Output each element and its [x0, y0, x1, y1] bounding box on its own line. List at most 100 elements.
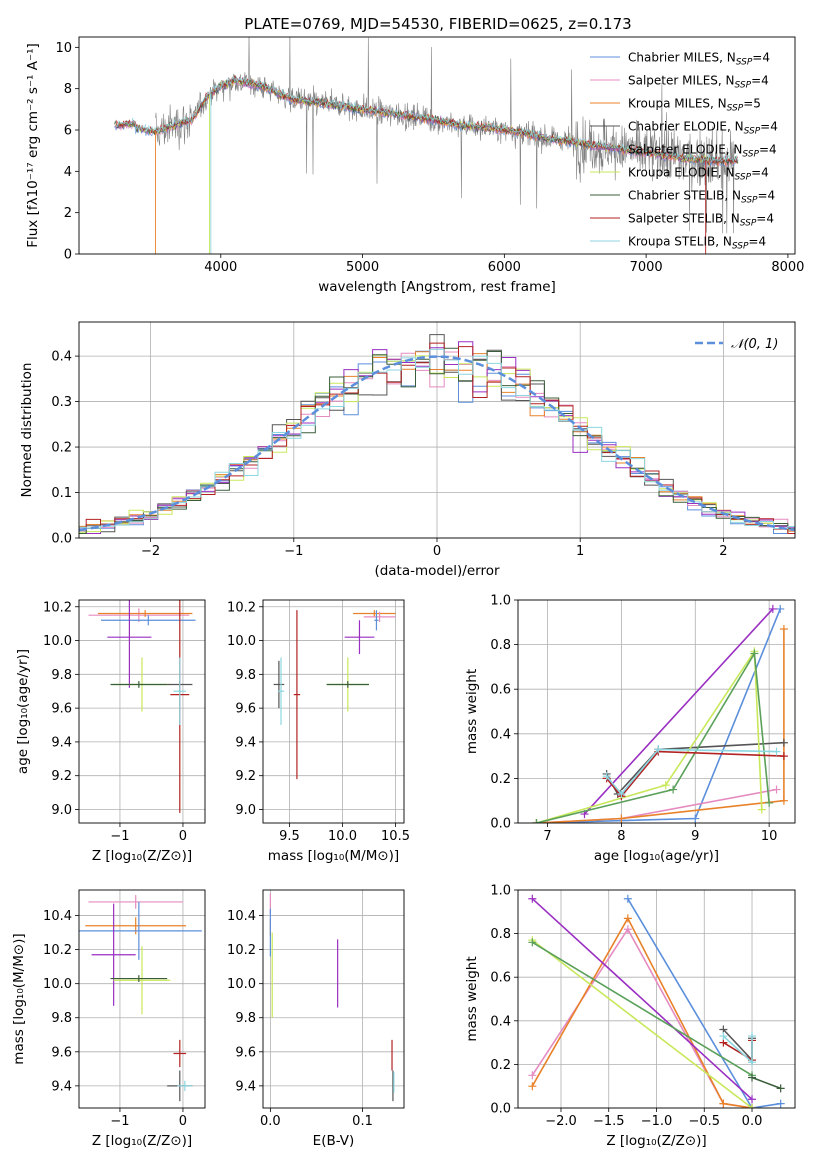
legend-sub: SSP — [736, 58, 753, 68]
x-tick-label: −1 — [110, 829, 129, 844]
legend-label: Salpeter MILES, N — [628, 74, 735, 88]
age-vs-metallicity-panel: −1 0 9.0 9.2 9.4 9.6 9.8 10.0 10.2 Z [log₁₀(Z/Z⊙)… — [15, 599, 206, 864]
y-tick-label: 9.4 — [235, 1079, 256, 1094]
legend-entry: Chabrier MILES, NSSP=4 — [628, 51, 770, 68]
data-point-marker — [654, 745, 663, 754]
data-point-marker — [757, 805, 766, 814]
y-tick-label: 10.0 — [43, 977, 72, 992]
data-point-marker — [776, 1099, 785, 1108]
data-point-marker — [617, 790, 626, 799]
plot-area — [528, 894, 785, 1108]
data-point-marker — [765, 798, 774, 807]
histogram-step-line — [79, 348, 795, 530]
x-tick-label: 5000 — [346, 260, 379, 275]
y-tick-label: 1.0 — [490, 594, 511, 609]
legend-entry: Kroupa ELODIE, NSSP=4 — [628, 166, 769, 183]
data-point-marker — [602, 772, 611, 781]
data-point-marker — [748, 1032, 757, 1041]
axes-frame — [78, 889, 206, 1109]
y-tick-label: 10.4 — [43, 909, 72, 924]
series-line — [536, 651, 770, 823]
legend-label: Kroupa ELODIE, N — [628, 166, 735, 180]
data-point-marker — [748, 1104, 757, 1108]
x-tick-label: −2 — [141, 544, 160, 559]
y-tick-label: 10.2 — [227, 600, 256, 615]
legend-label: Chabrier STELIB, N — [628, 189, 741, 203]
data-point-marker — [748, 1058, 757, 1067]
x-tick-label: −2.0 — [545, 1114, 577, 1129]
x-tick-label: 4000 — [204, 260, 237, 275]
legend-suffix: =4 — [759, 143, 777, 157]
x-tick-label: −0.5 — [688, 1114, 720, 1129]
mass-vs-ebv-panel: 0.0 0.1 9.4 9.6 9.8 10.0 10.2 10.4 E(B-V) — [227, 889, 405, 1149]
data-point-marker — [528, 938, 537, 947]
series-line — [605, 750, 784, 798]
x-tick-label: 8000 — [771, 260, 804, 275]
x-axis-label: (data-model)/error — [374, 563, 500, 579]
legend-sub: SSP — [744, 127, 761, 137]
y-tick-label: 0.0 — [490, 817, 511, 832]
y-tick-label: 0.8 — [490, 638, 511, 653]
legend-sub: SSP — [735, 81, 752, 91]
legend-suffix: =4 — [752, 51, 770, 65]
legend-suffix: =4 — [751, 166, 769, 180]
x-tick-label: −1.0 — [641, 1114, 673, 1129]
data-point-marker — [779, 624, 788, 633]
x-tick-label: 8 — [617, 829, 625, 844]
plot-area — [88, 600, 196, 813]
y-tick-label: 0.3 — [51, 395, 72, 410]
data-point-marker — [623, 914, 632, 923]
series-line — [531, 898, 753, 1100]
normal-curve-line — [79, 355, 795, 532]
x-axis-label: age [log₁₀(age/yr)] — [594, 848, 719, 864]
series-line — [531, 939, 753, 1108]
mass-vs-metallicity-panel: −1 0 9.4 9.6 9.8 10.0 10.2 10.4 Z [log₁₀(Z/Z⊙)] m… — [11, 889, 206, 1149]
plot-area — [273, 610, 396, 780]
legend-label: Kroupa MILES, N — [628, 97, 727, 111]
series-line — [722, 1035, 753, 1065]
x-tick-label: 7000 — [630, 260, 663, 275]
x-axis-label: mass [log₁₀(M/M⊙)] — [268, 848, 399, 864]
massweight-vs-metallicity-panel: −2.0 −1.5 −1.0 −0.5 0.0 0.0 0.2 0.4 0.6 0.8 1.0 Z [… — [464, 884, 796, 1149]
figure-title: PLATE=0769, MJD=54530, FIBERID=0625, z=0… — [244, 15, 631, 33]
model-spectrum-line — [116, 75, 739, 163]
x-tick-label: 0 — [179, 829, 187, 844]
y-tick-label: 2 — [64, 206, 72, 221]
y-tick-label: 9.4 — [51, 735, 72, 750]
x-axis-label: wavelength [Angstrom, rest frame] — [318, 279, 556, 295]
y-tick-label: 9.8 — [235, 668, 256, 683]
data-point-marker — [669, 785, 678, 794]
data-point-marker — [772, 785, 781, 794]
y-tick-label: 9.0 — [51, 803, 72, 818]
y-tick-label: 10.0 — [227, 634, 256, 649]
legend-entry: Chabrier ELODIE, NSSP=4 — [628, 120, 778, 137]
data-point-marker — [750, 649, 759, 658]
y-tick-label: 9.8 — [51, 668, 72, 683]
y-tick-label: 9.2 — [51, 769, 72, 784]
plot-area — [79, 895, 202, 1102]
y-tick-label: 10.2 — [43, 600, 72, 615]
legend-suffix: =4 — [751, 74, 769, 88]
x-tick-label: 10.5 — [381, 829, 410, 844]
y-tick-label: 0.0 — [490, 1102, 511, 1117]
legend-sub: SSP — [732, 242, 749, 252]
x-tick-label: 0.0 — [260, 1114, 281, 1129]
series-line — [531, 927, 753, 1108]
legend-label: Chabrier MILES, N — [628, 51, 736, 65]
data-point-marker — [528, 1082, 537, 1091]
plot-area — [269, 893, 395, 1102]
data-point-marker — [719, 1032, 728, 1041]
data-point-marker — [779, 752, 788, 761]
legend-sub: SSP — [742, 150, 759, 160]
x-tick-label: 2 — [719, 544, 727, 559]
y-tick-label: 10 — [55, 41, 72, 56]
data-point-marker — [528, 1071, 537, 1080]
legend-suffix: =4 — [756, 212, 774, 226]
y-tick-label: 9.6 — [51, 702, 72, 717]
axes-frame — [78, 36, 796, 255]
series-line — [536, 648, 763, 823]
data-point-marker — [768, 604, 777, 613]
data-point-marker — [779, 796, 788, 805]
data-point-marker — [772, 747, 781, 756]
x-axis-label: Z [log₁₀(Z/Z⊙)] — [92, 1133, 192, 1149]
